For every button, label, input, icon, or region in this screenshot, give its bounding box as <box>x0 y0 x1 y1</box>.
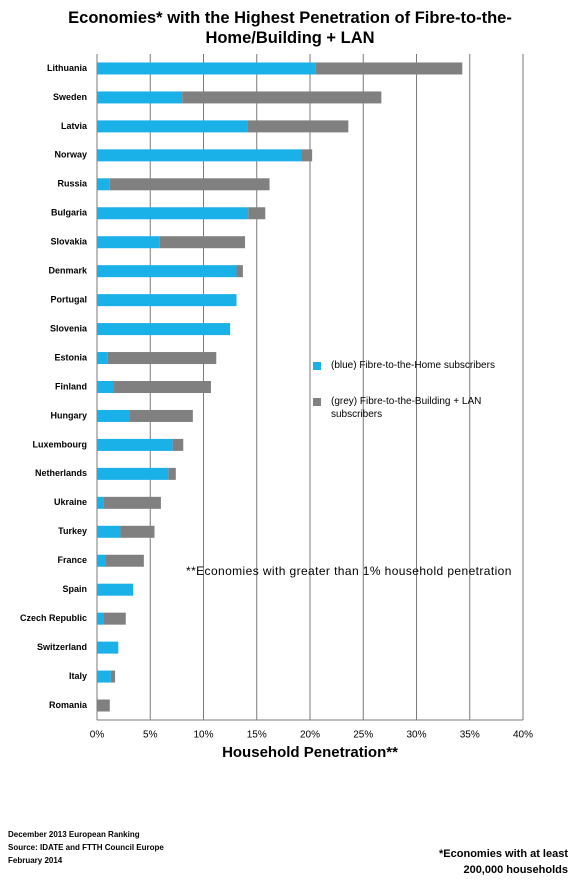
bar-segment <box>97 120 248 133</box>
bar-segment <box>97 670 111 683</box>
bar-segment <box>97 525 121 538</box>
source-line: December 2013 European Ranking <box>8 830 140 839</box>
y-tick-label: Bulgaria <box>51 208 88 218</box>
bar-segment <box>97 438 173 451</box>
x-tick-label: 35% <box>460 730 480 741</box>
bar-segment <box>130 409 193 422</box>
bar-segment <box>97 554 106 567</box>
bar-segment <box>168 467 176 480</box>
bar-segment <box>97 699 110 712</box>
bar-segment <box>97 496 104 509</box>
bar-segment <box>248 207 266 220</box>
legend-swatch <box>313 362 321 370</box>
bar-segment <box>97 641 119 654</box>
bar-segment <box>103 612 126 625</box>
x-tick-label: 30% <box>406 730 426 741</box>
y-tick-label: Italy <box>69 671 87 681</box>
chart-title: Economies* with the Highest Penetration … <box>68 9 512 47</box>
bar-segment <box>97 62 316 75</box>
bar-segment <box>97 236 160 249</box>
bar-segment <box>97 583 134 596</box>
bar-segment <box>236 265 243 278</box>
y-tick-label: Hungary <box>50 410 87 420</box>
bar-segment <box>315 62 463 75</box>
bar-segment <box>97 91 183 104</box>
bar-segment <box>103 496 161 509</box>
y-tick-label: Netherlands <box>35 468 87 478</box>
bar-segment <box>172 438 184 451</box>
y-tick-label: Portugal <box>50 295 87 305</box>
x-tick-label: 0% <box>90 730 105 741</box>
x-tick-label: 20% <box>300 730 320 741</box>
bar-segment <box>97 409 131 422</box>
bar-segment <box>301 149 313 162</box>
y-tick-label: Ukraine <box>54 497 87 507</box>
x-tick-label: 5% <box>143 730 158 741</box>
bar-segment <box>97 265 237 278</box>
bar-segment <box>97 352 108 365</box>
bar-segment <box>97 178 110 191</box>
bar-segment <box>182 91 382 104</box>
y-tick-label: Lithuania <box>47 63 88 73</box>
y-tick-label: Luxembourg <box>32 439 87 449</box>
bar-segment <box>97 467 169 480</box>
y-tick-label: Spain <box>62 584 87 594</box>
x-tick-label: 40% <box>513 730 533 741</box>
bar-segment <box>97 612 104 625</box>
legend-entry: (grey) Fibre-to-the-Building + LAN subsc… <box>331 396 482 420</box>
source-line: February 2014 <box>8 856 63 865</box>
y-tick-label: Switzerland <box>37 642 87 652</box>
bar-segment <box>105 554 144 567</box>
y-tick-label: Sweden <box>53 92 87 102</box>
bar-segment <box>159 236 246 249</box>
y-tick-label: Czech Republic <box>20 613 87 623</box>
x-tick-label: 15% <box>247 730 267 741</box>
x-tick-label: 25% <box>353 730 373 741</box>
y-tick-label: Turkey <box>58 526 87 536</box>
bar-segment <box>110 670 116 683</box>
bar-segment <box>97 323 231 336</box>
bar-segment <box>97 294 237 307</box>
bar-segment <box>114 381 211 393</box>
bar-segment <box>97 381 115 393</box>
y-tick-label: Denmark <box>48 266 88 276</box>
y-tick-label: France <box>57 555 87 565</box>
source-line: Source: IDATE and FTTH Council Europe <box>8 843 164 852</box>
x-tick-label: 10% <box>193 730 213 741</box>
source-note: December 2013 European Ranking Source: I… <box>8 828 164 867</box>
bar-segment <box>97 207 249 220</box>
bar-segment <box>107 352 217 365</box>
y-tick-label: Russia <box>57 179 88 189</box>
y-tick-label: Latvia <box>61 121 88 131</box>
legend-entry: (blue) Fibre-to-the-Home subscribers <box>331 360 495 371</box>
bar-segment <box>97 149 302 162</box>
footnote-line: 200,000 households <box>463 864 568 876</box>
bar-segment <box>120 525 155 538</box>
x-axis-label: Household Penetration** <box>222 744 398 761</box>
y-tick-label: Slovakia <box>50 237 88 247</box>
annotation: **Economies with greater than 1% househo… <box>186 564 512 578</box>
footnote-line: *Economies with at least <box>439 848 568 860</box>
y-tick-label: Norway <box>54 150 87 160</box>
y-tick-label: Romania <box>49 700 88 710</box>
y-tick-label: Slovenia <box>50 323 88 333</box>
y-tick-label: Finland <box>55 381 87 391</box>
legend-swatch <box>313 398 321 406</box>
bar-segment <box>109 178 270 191</box>
y-tick-label: Estonia <box>54 352 88 362</box>
bar-segment <box>247 120 349 133</box>
footnote: *Economies with at least 200,000 househo… <box>439 846 568 878</box>
